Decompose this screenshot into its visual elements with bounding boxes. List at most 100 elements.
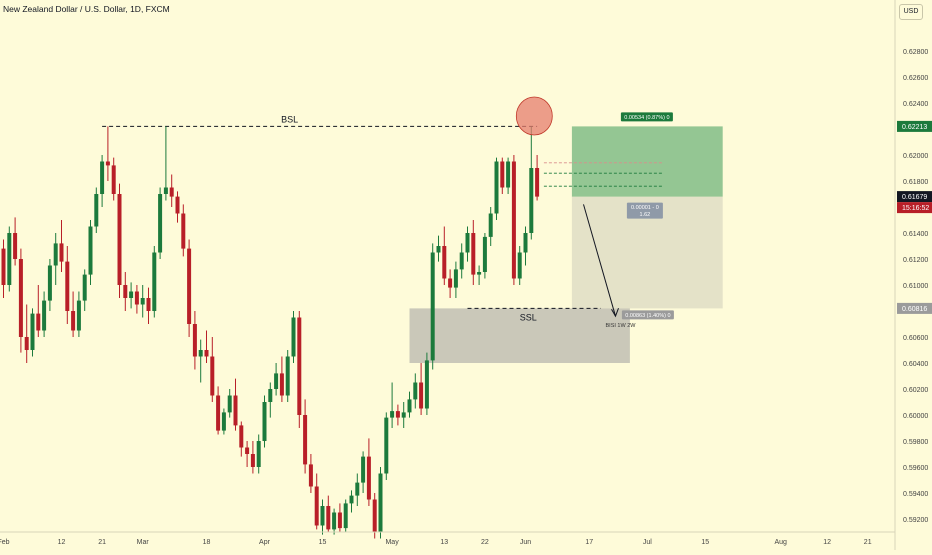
- x-tick-label: Apr: [259, 539, 271, 546]
- y-tick-label: 0.60200: [903, 387, 928, 394]
- candle-body: [30, 313, 35, 350]
- candle-body: [123, 285, 128, 298]
- candle-body: [187, 248, 192, 324]
- candle-body: [488, 213, 493, 237]
- candle-body: [245, 447, 250, 454]
- candle-body: [465, 233, 470, 253]
- bisi-note: BISI 1W 2W: [606, 323, 637, 329]
- candle-body: [442, 246, 447, 279]
- candle-body: [482, 236, 487, 272]
- high-price-value: 0.62213: [902, 124, 927, 131]
- candle-body: [140, 298, 145, 305]
- x-tick-label: May: [385, 539, 399, 546]
- projection-arrow: [583, 204, 616, 317]
- candle-body: [511, 161, 516, 279]
- candle-body: [517, 252, 522, 279]
- candle-body: [1, 248, 6, 285]
- x-tick-label: Feb: [0, 539, 10, 546]
- high-price-tag: [897, 120, 932, 132]
- target-label-bg: [621, 310, 674, 320]
- target-label: 0.00863 (1.40%) 0: [625, 313, 670, 319]
- x-tick-label: 18: [203, 539, 211, 546]
- liquidity-circle: [515, 96, 553, 136]
- candle-body: [152, 252, 157, 311]
- candle-body: [378, 473, 383, 532]
- x-tick-label: Jul: [643, 539, 652, 546]
- candle-body: [24, 337, 29, 350]
- candle-body: [326, 506, 331, 530]
- candle-body: [366, 456, 371, 500]
- x-tick-label: 17: [585, 539, 593, 546]
- candle-body: [407, 399, 412, 413]
- candle-body: [134, 291, 139, 305]
- candle-body: [175, 196, 180, 214]
- candle-body: [181, 213, 186, 249]
- countdown-value: 15:16:52: [902, 205, 929, 212]
- bsl-label: BSL: [281, 114, 298, 124]
- candle-body: [250, 454, 255, 467]
- low-price-value: 0.60816: [902, 306, 927, 313]
- y-tick-label: 0.61400: [903, 231, 928, 238]
- countdown-tag: [897, 202, 932, 214]
- y-tick-label: 0.59200: [903, 517, 928, 524]
- x-tick-label: 21: [98, 539, 106, 546]
- candle-body: [129, 291, 134, 298]
- candle-body: [210, 356, 215, 396]
- candle-body: [59, 243, 64, 262]
- candle-body: [430, 252, 435, 361]
- candle-body: [285, 356, 290, 396]
- candle-body: [535, 168, 540, 197]
- candle-body: [395, 411, 400, 418]
- y-tick-label: 0.61000: [903, 283, 928, 290]
- candle-body: [477, 272, 482, 275]
- candle-body: [291, 317, 296, 357]
- profit-label-bg: [620, 112, 673, 122]
- candle-body: [274, 373, 279, 389]
- y-tick-label: 0.59400: [903, 491, 928, 498]
- candle-body: [349, 495, 354, 504]
- y-tick-label: 0.61800: [903, 179, 928, 186]
- mid-label-1: 0.00001 - 0: [631, 205, 659, 211]
- candle-body: [169, 187, 174, 197]
- x-tick-label: 13: [440, 539, 448, 546]
- candle-body: [227, 395, 232, 413]
- x-tick-label: 12: [823, 539, 831, 546]
- candle-body: [111, 165, 116, 194]
- candle-body: [117, 194, 122, 285]
- candle-body: [320, 506, 325, 526]
- mid-label-2: 1.62: [640, 212, 651, 218]
- candle-body: [13, 233, 18, 259]
- y-tick-label: 0.59600: [903, 465, 928, 472]
- y-tick-label: 0.59800: [903, 439, 928, 446]
- candle-body: [94, 194, 99, 227]
- candle-body: [424, 360, 429, 409]
- x-tick-label: Jun: [520, 539, 531, 546]
- y-tick-label: 0.60400: [903, 361, 928, 368]
- candle-body: [216, 395, 221, 431]
- candle-body: [53, 243, 58, 266]
- candle-body: [436, 246, 441, 253]
- profit-label: 0.00534 (0.87%) 0: [624, 115, 669, 121]
- candle-body: [413, 382, 418, 400]
- candle-body: [303, 415, 308, 465]
- candle-body: [71, 311, 76, 331]
- x-tick-label: Aug: [774, 539, 787, 546]
- candle-body: [500, 161, 505, 188]
- candle-body: [529, 168, 534, 233]
- currency-button[interactable]: USD: [899, 4, 923, 20]
- candle-body: [233, 395, 238, 426]
- candle-body: [76, 300, 81, 331]
- mid-label-bg: [626, 202, 663, 219]
- candle-body: [506, 161, 511, 188]
- candle-body: [256, 441, 261, 467]
- y-tick-label: 0.61200: [903, 257, 928, 264]
- candle-body: [47, 265, 52, 301]
- candle-body: [100, 161, 105, 194]
- y-tick-label: 0.62400: [903, 101, 928, 108]
- candle-body: [401, 412, 406, 418]
- candle-body: [18, 259, 23, 337]
- candle-body: [105, 161, 110, 166]
- candle-body: [332, 512, 337, 530]
